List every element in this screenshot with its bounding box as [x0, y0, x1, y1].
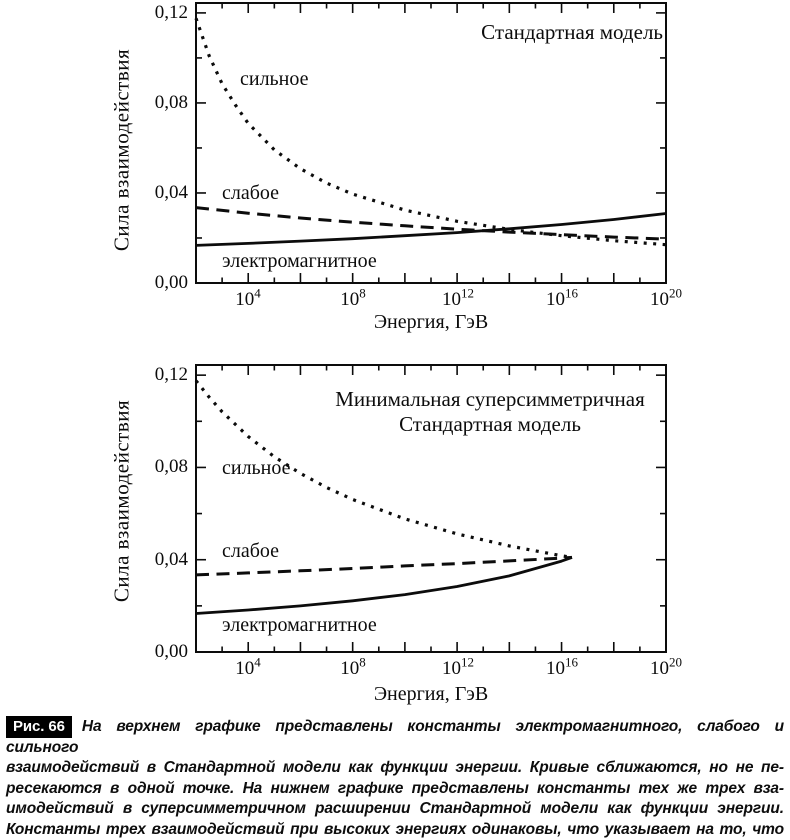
series-label-strong: сильное [222, 457, 291, 479]
x-axis-title: Энергия, ГэВ [373, 683, 489, 705]
series-label-electromagnetic: электромагнитное [222, 250, 377, 272]
series-label-weak: слабое [222, 182, 280, 204]
x-tick-label: 1016 [546, 285, 578, 310]
series-label-strong: сильное [240, 68, 309, 90]
x-tick-label: 1020 [650, 285, 682, 310]
charts-canvas [194, 2, 667, 653]
y-tick-label: 0,00 [154, 641, 188, 662]
caption-line: Рис. 66 На верхнем графике представлены к… [6, 716, 784, 758]
y-tick-label: 0,12 [154, 2, 188, 23]
caption-text: На верхнем графике представлены констант… [6, 718, 784, 756]
caption-line: ресекаются в одной точке. На нижнем граф… [6, 779, 784, 797]
y-tick-label: 0,08 [154, 456, 188, 477]
y-tick-label: 0,04 [154, 182, 188, 203]
chart-title-standard-model: Стандартная модель [481, 20, 663, 44]
y-tick-label: 0,00 [154, 272, 188, 293]
y-tick-label: 0,08 [154, 92, 188, 113]
x-tick-label: 104 [235, 285, 261, 310]
x-tick-label: 1016 [546, 654, 578, 679]
caption-line: Константы трех взаимодействий при высоки… [6, 820, 784, 838]
y-tick-label: 0,12 [154, 364, 188, 385]
caption-line: взаимодействий в Стандартной модели как … [6, 759, 784, 777]
y-axis-title: Сила взаимодействия [109, 399, 134, 603]
series-label-electromagnetic: электромагнитное [222, 614, 377, 636]
figure-caption: Рис. 66 На верхнем графике представлены к… [6, 716, 784, 840]
x-tick-label: 104 [235, 654, 261, 679]
x-tick-label: 108 [340, 285, 366, 310]
x-tick-label: 108 [340, 654, 366, 679]
x-tick-label: 1012 [442, 654, 474, 679]
x-axis-title: Энергия, ГэВ [373, 311, 489, 333]
y-tick-label: 0,04 [154, 549, 188, 570]
chart-title-mssm: Минимальная суперсимметричная Стандартна… [290, 387, 690, 437]
series-label-weak: слабое [222, 540, 280, 562]
figure-number-badge: Рис. 66 [6, 716, 72, 738]
y-axis-title: Сила взаимодействия [109, 48, 134, 252]
x-tick-label: 1020 [650, 654, 682, 679]
chart-title-line: Стандартная модель [399, 412, 581, 436]
chart-title-line: Минимальная суперсимметричная [335, 387, 645, 411]
x-tick-label: 1012 [442, 285, 474, 310]
caption-line: имодействий в суперсимметричном расширен… [6, 800, 784, 818]
